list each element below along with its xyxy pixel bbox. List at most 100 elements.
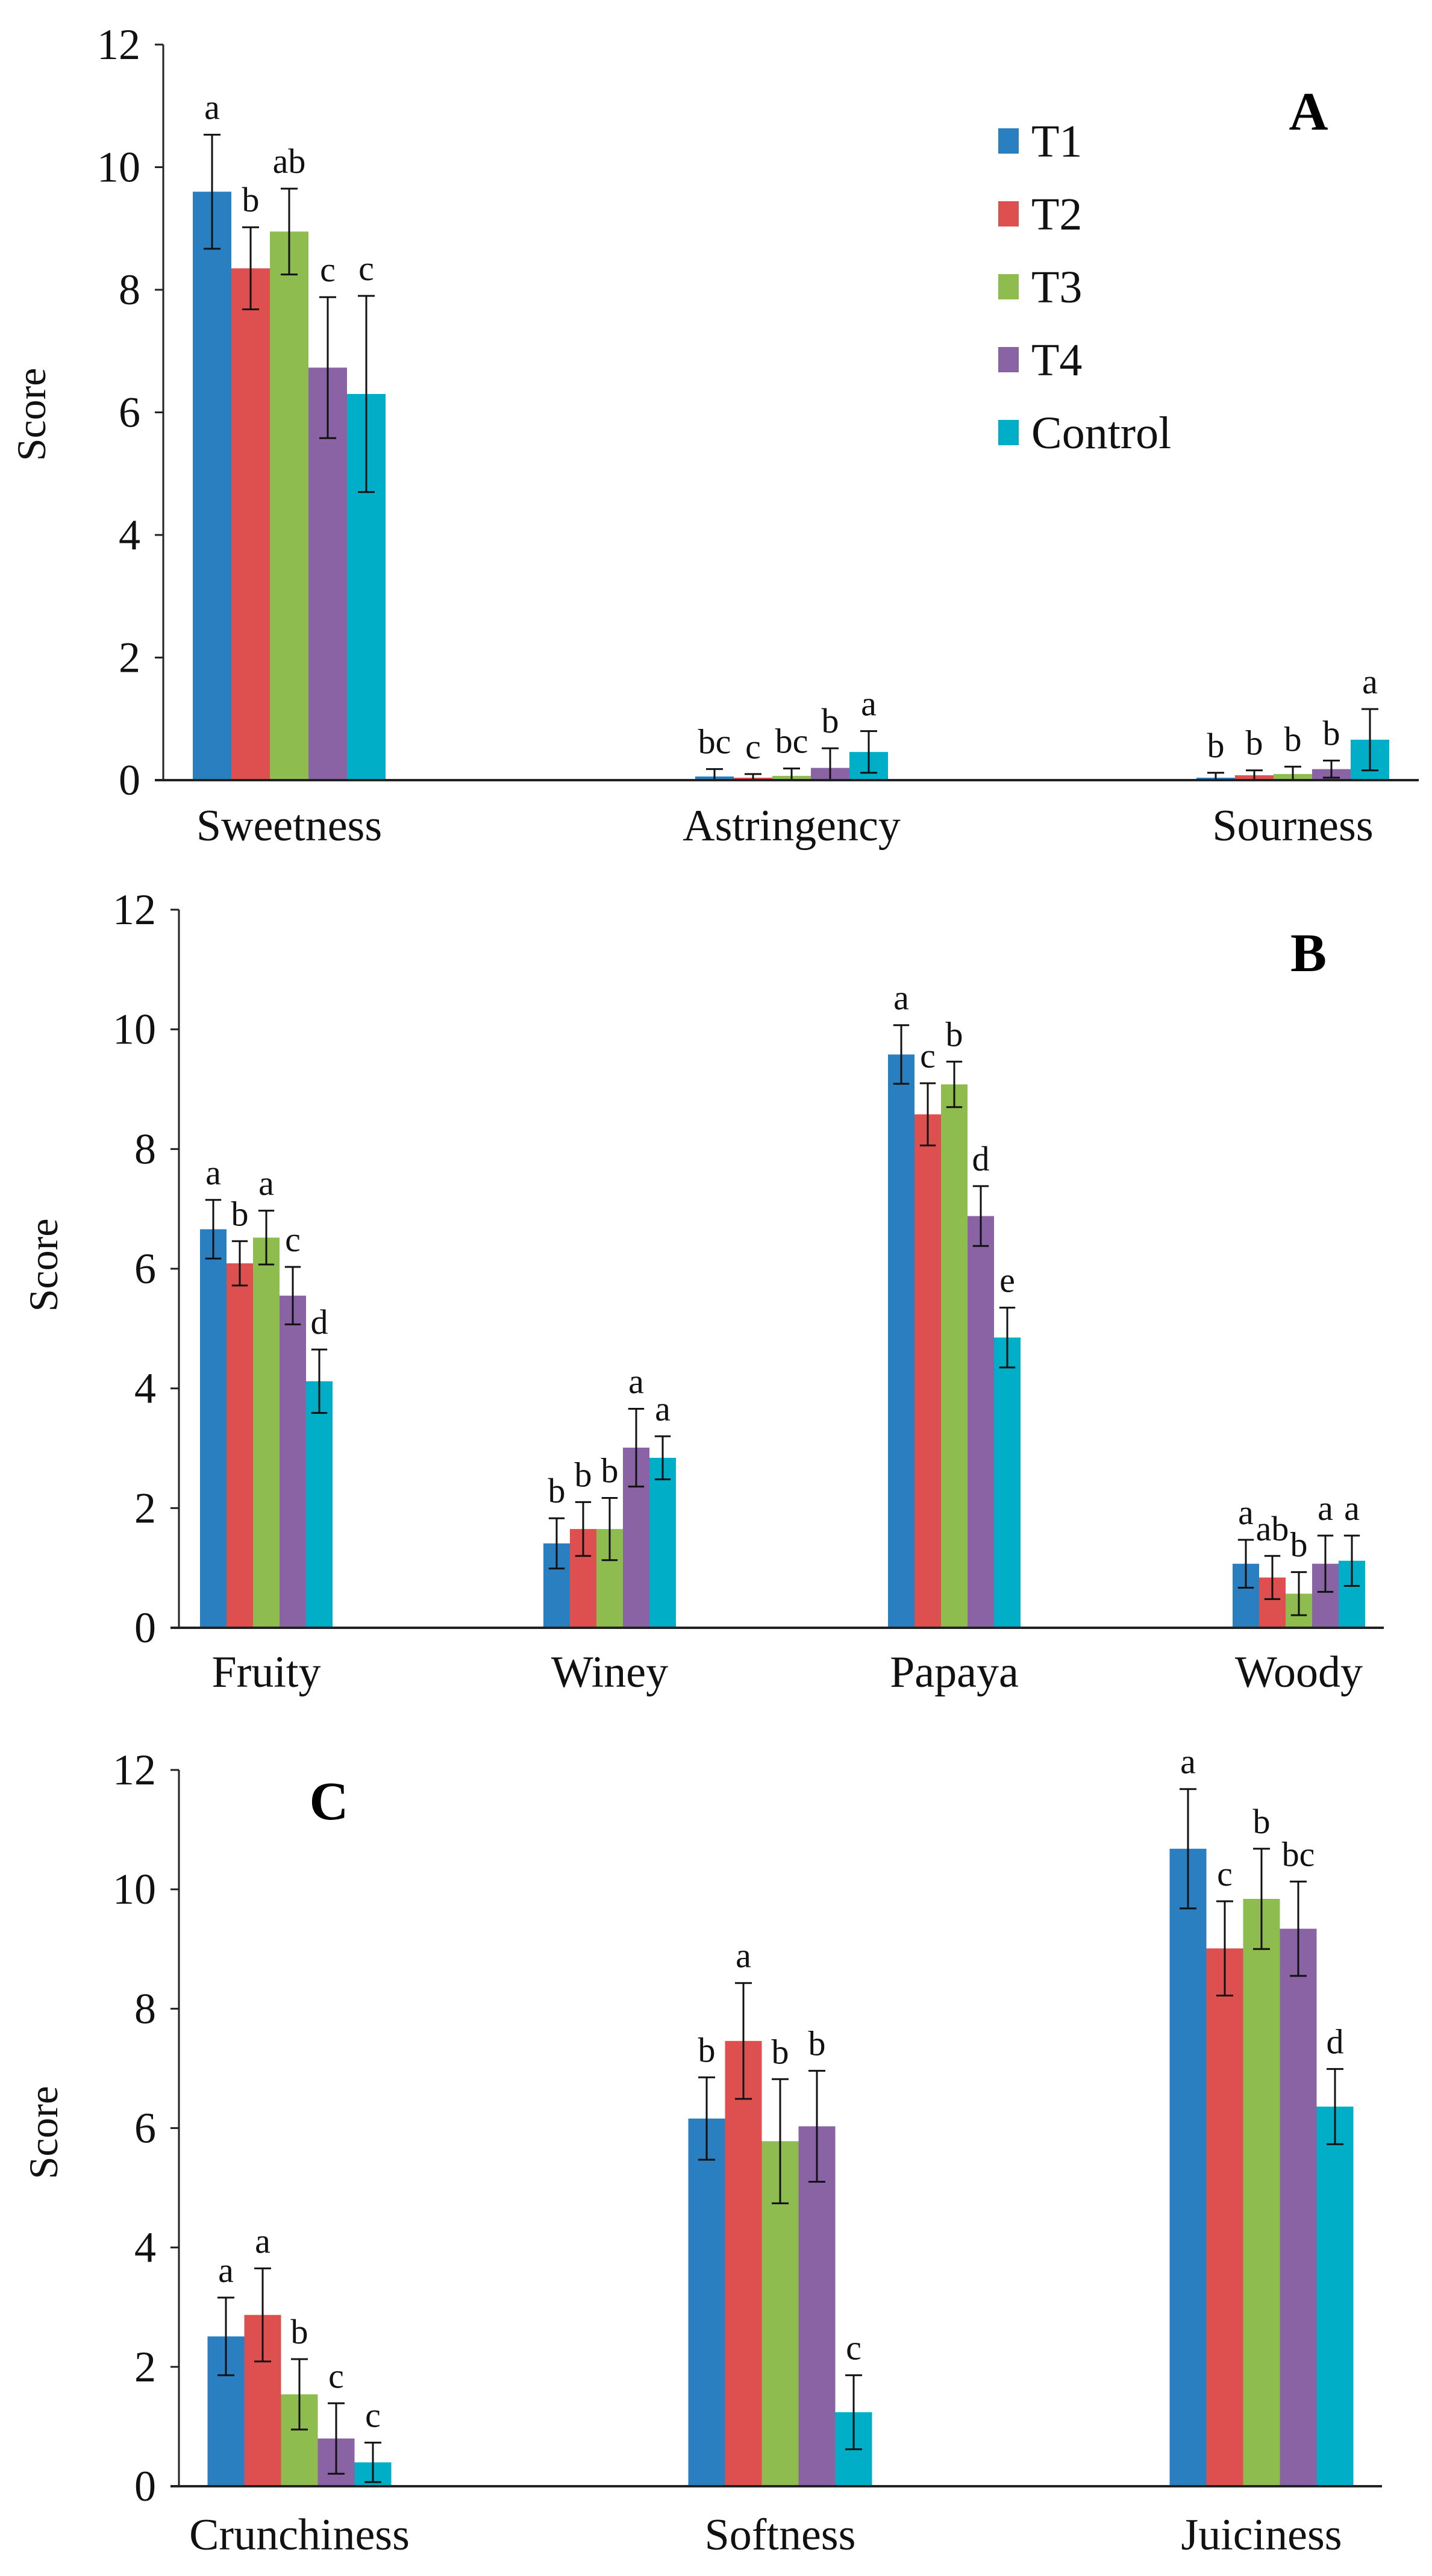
x-category-label: Crunchiness xyxy=(189,2510,410,2560)
significance-letter: b xyxy=(822,701,839,740)
significance-letter: b xyxy=(548,1471,566,1510)
legend-swatch xyxy=(998,420,1019,445)
y-tick-label: 6 xyxy=(134,1245,156,1293)
significance-letter: c xyxy=(745,727,761,766)
y-tick-label: 10 xyxy=(97,143,140,192)
significance-letter: a xyxy=(1362,662,1378,701)
panel-letter: B xyxy=(1290,924,1327,983)
significance-letter: c xyxy=(1217,1854,1233,1893)
significance-letter: a xyxy=(655,1389,671,1428)
significance-letter: b xyxy=(1323,713,1340,752)
bar-t2-fruity xyxy=(227,1263,253,1628)
significance-letter: b xyxy=(575,1455,592,1494)
significance-letter: c xyxy=(365,2396,381,2435)
bar-t1-papaya xyxy=(888,1054,915,1628)
y-tick-label: 0 xyxy=(134,1604,156,1652)
significance-letter: b xyxy=(698,2030,716,2069)
significance-letter: ab xyxy=(1256,1509,1289,1548)
x-category-label: Astringency xyxy=(683,801,901,851)
significance-letter: d xyxy=(1327,2022,1344,2061)
x-category-label: Sweetness xyxy=(196,801,382,851)
bar-control-juiciness xyxy=(1316,2106,1354,2486)
legend-label: Control xyxy=(1031,408,1171,458)
y-axis-title: Score xyxy=(20,2086,66,2180)
bar-t3-sweetness xyxy=(270,231,308,780)
legend-swatch xyxy=(998,201,1019,227)
significance-letter: b xyxy=(772,2032,789,2071)
significance-letter: a xyxy=(1344,1489,1360,1528)
y-axis-title: Score xyxy=(8,368,54,461)
significance-letter: a xyxy=(1180,1742,1196,1781)
significance-letter: b xyxy=(1207,726,1225,765)
x-category-label: Sourness xyxy=(1212,801,1373,851)
y-tick-label: 12 xyxy=(113,1746,156,1794)
significance-letter: a xyxy=(258,1164,274,1203)
significance-letter: a xyxy=(218,2251,234,2290)
x-category-label: Softness xyxy=(705,2510,856,2560)
significance-letter: b xyxy=(601,1451,619,1490)
bar-t4-juiciness xyxy=(1280,1928,1317,2486)
bar-t2-softness xyxy=(725,2040,762,2486)
bar-t4-papaya xyxy=(968,1216,994,1628)
significance-letter: a xyxy=(736,1936,751,1975)
y-tick-label: 6 xyxy=(119,389,140,437)
significance-letter: b xyxy=(808,2024,826,2063)
significance-letter: c xyxy=(920,1036,936,1075)
y-tick-label: 2 xyxy=(134,1484,156,1532)
significance-letter: b xyxy=(242,180,260,219)
significance-letter: a xyxy=(1238,1493,1254,1532)
significance-letter: a xyxy=(204,88,220,127)
significance-letter: b xyxy=(291,2312,308,2351)
x-category-label: Juiciness xyxy=(1181,2510,1342,2560)
bar-t2-juiciness xyxy=(1206,1948,1243,2486)
y-axis-title: Score xyxy=(20,1219,66,1312)
legend-swatch xyxy=(998,347,1019,372)
panel-letter: C xyxy=(310,1772,349,1831)
bar-t2-papaya xyxy=(915,1114,941,1628)
legend-label: T2 xyxy=(1031,189,1082,240)
significance-letter: c xyxy=(285,1220,301,1259)
y-tick-label: 12 xyxy=(97,20,140,69)
bar-control-papaya xyxy=(994,1337,1021,1628)
y-tick-label: 4 xyxy=(119,511,140,559)
legend-label: T1 xyxy=(1031,116,1082,167)
legend: T1 T2 T3 T4 Control xyxy=(998,116,1171,458)
significance-letter: a xyxy=(861,684,877,724)
significance-letter: b xyxy=(1253,1802,1271,1841)
legend-swatch xyxy=(998,128,1019,154)
bar-control-winey xyxy=(649,1457,676,1628)
y-tick-label: 8 xyxy=(134,1125,156,1173)
bar-t3-papaya xyxy=(941,1084,968,1628)
y-tick-label: 8 xyxy=(119,266,140,314)
bar-t4-fruity xyxy=(280,1295,306,1628)
y-tick-label: 12 xyxy=(113,886,156,934)
significance-letter: b xyxy=(231,1194,249,1233)
y-tick-label: 10 xyxy=(113,1865,156,1913)
significance-letter: a xyxy=(628,1361,644,1401)
y-tick-label: 4 xyxy=(134,1365,156,1413)
significance-letter: b xyxy=(1246,724,1263,763)
bar-t2-sweetness xyxy=(231,268,270,780)
significance-letter: a xyxy=(205,1153,221,1192)
y-tick-label: 2 xyxy=(119,634,140,682)
panel-letter: A xyxy=(1289,82,1328,142)
significance-letter: b xyxy=(946,1014,963,1054)
bar-t4-softness xyxy=(798,2126,836,2486)
y-tick-label: 6 xyxy=(134,2104,156,2152)
significance-letter: c xyxy=(328,2356,344,2395)
bar-t3-juiciness xyxy=(1243,1899,1280,2486)
bar-t1-juiciness xyxy=(1169,1848,1207,2486)
bar-t1-softness xyxy=(688,2118,725,2486)
significance-letter: b xyxy=(1290,1525,1308,1565)
significance-letter: a xyxy=(255,2221,270,2260)
significance-letter: bc xyxy=(698,722,731,761)
x-category-label: Papaya xyxy=(890,1648,1019,1697)
significance-letter: ab xyxy=(273,142,306,181)
y-tick-label: 10 xyxy=(113,1005,156,1054)
bar-control-fruity xyxy=(306,1381,333,1628)
legend-label: T4 xyxy=(1031,335,1082,386)
significance-letter: b xyxy=(1284,720,1302,759)
significance-letter: c xyxy=(846,2328,861,2368)
